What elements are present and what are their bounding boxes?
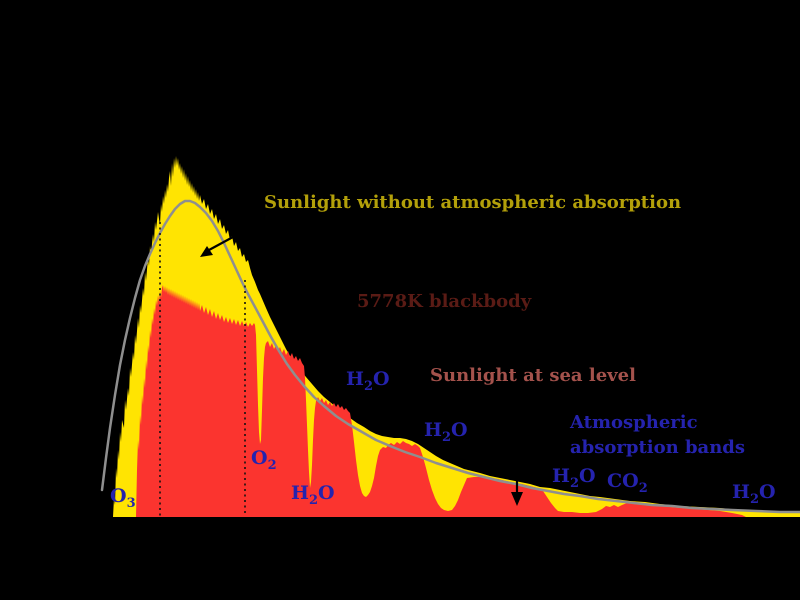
absorption-label-o2-1: O2 bbox=[251, 447, 277, 472]
absorption-label-h2o-3: H2O bbox=[346, 368, 390, 393]
formula-main: H bbox=[291, 482, 309, 504]
sea-level-sunlight-area bbox=[136, 285, 746, 517]
formula-tail: O bbox=[451, 419, 468, 441]
blackbody-pointer-arrow bbox=[200, 236, 234, 257]
sea-level-pointer-arrow bbox=[511, 468, 523, 506]
label-sunlight-without-absorption: Sunlight without atmospheric absorption bbox=[264, 190, 681, 215]
formula-subscript: 2 bbox=[363, 378, 373, 394]
formula-main: O bbox=[110, 485, 127, 507]
formula-main: H bbox=[552, 465, 570, 487]
formula-tail: O bbox=[373, 368, 390, 390]
formula-tail: O bbox=[759, 481, 776, 503]
formula-main: H bbox=[346, 368, 364, 390]
label-text: 5778K blackbody bbox=[357, 291, 532, 312]
blackbody-curve-line bbox=[100, 199, 800, 514]
absorption-label-h2o-2: H2O bbox=[291, 482, 335, 507]
formula-main: H bbox=[424, 419, 442, 441]
absorption-label-h2o-7: H2O bbox=[732, 481, 776, 506]
formula-subscript: 2 bbox=[749, 491, 759, 507]
formula-main: O bbox=[251, 447, 268, 469]
formula-tail: O bbox=[318, 482, 335, 504]
absorption-label-h2o-5: H2O bbox=[552, 465, 596, 490]
absorption-label-o3-0: O3 bbox=[110, 485, 136, 510]
formula-tail: O bbox=[579, 465, 596, 487]
formula-subscript: 2 bbox=[638, 480, 648, 496]
formula-subscript: 2 bbox=[441, 429, 451, 445]
label-text-line1: Atmospheric bbox=[570, 412, 698, 433]
formula-subscript: 2 bbox=[267, 457, 277, 473]
formula-subscript: 2 bbox=[569, 475, 579, 491]
absorption-label-co2-6: CO2 bbox=[607, 470, 648, 495]
formula-main: CO bbox=[607, 470, 639, 492]
formula-subscript: 3 bbox=[126, 495, 136, 511]
label-atmospheric-absorption-bands: Atmospheric absorption bands bbox=[570, 410, 745, 460]
label-text: Sunlight at sea level bbox=[430, 365, 636, 386]
label-text-line2: absorption bands bbox=[570, 437, 746, 458]
formula-subscript: 2 bbox=[308, 492, 318, 508]
absorption-label-h2o-4: H2O bbox=[424, 419, 468, 444]
label-text: Sunlight without atmospheric absorption bbox=[264, 192, 682, 213]
formula-main: H bbox=[732, 481, 750, 503]
label-sunlight-sea-level: Sunlight at sea level bbox=[430, 363, 636, 388]
label-blackbody: 5778K blackbody bbox=[357, 289, 531, 314]
